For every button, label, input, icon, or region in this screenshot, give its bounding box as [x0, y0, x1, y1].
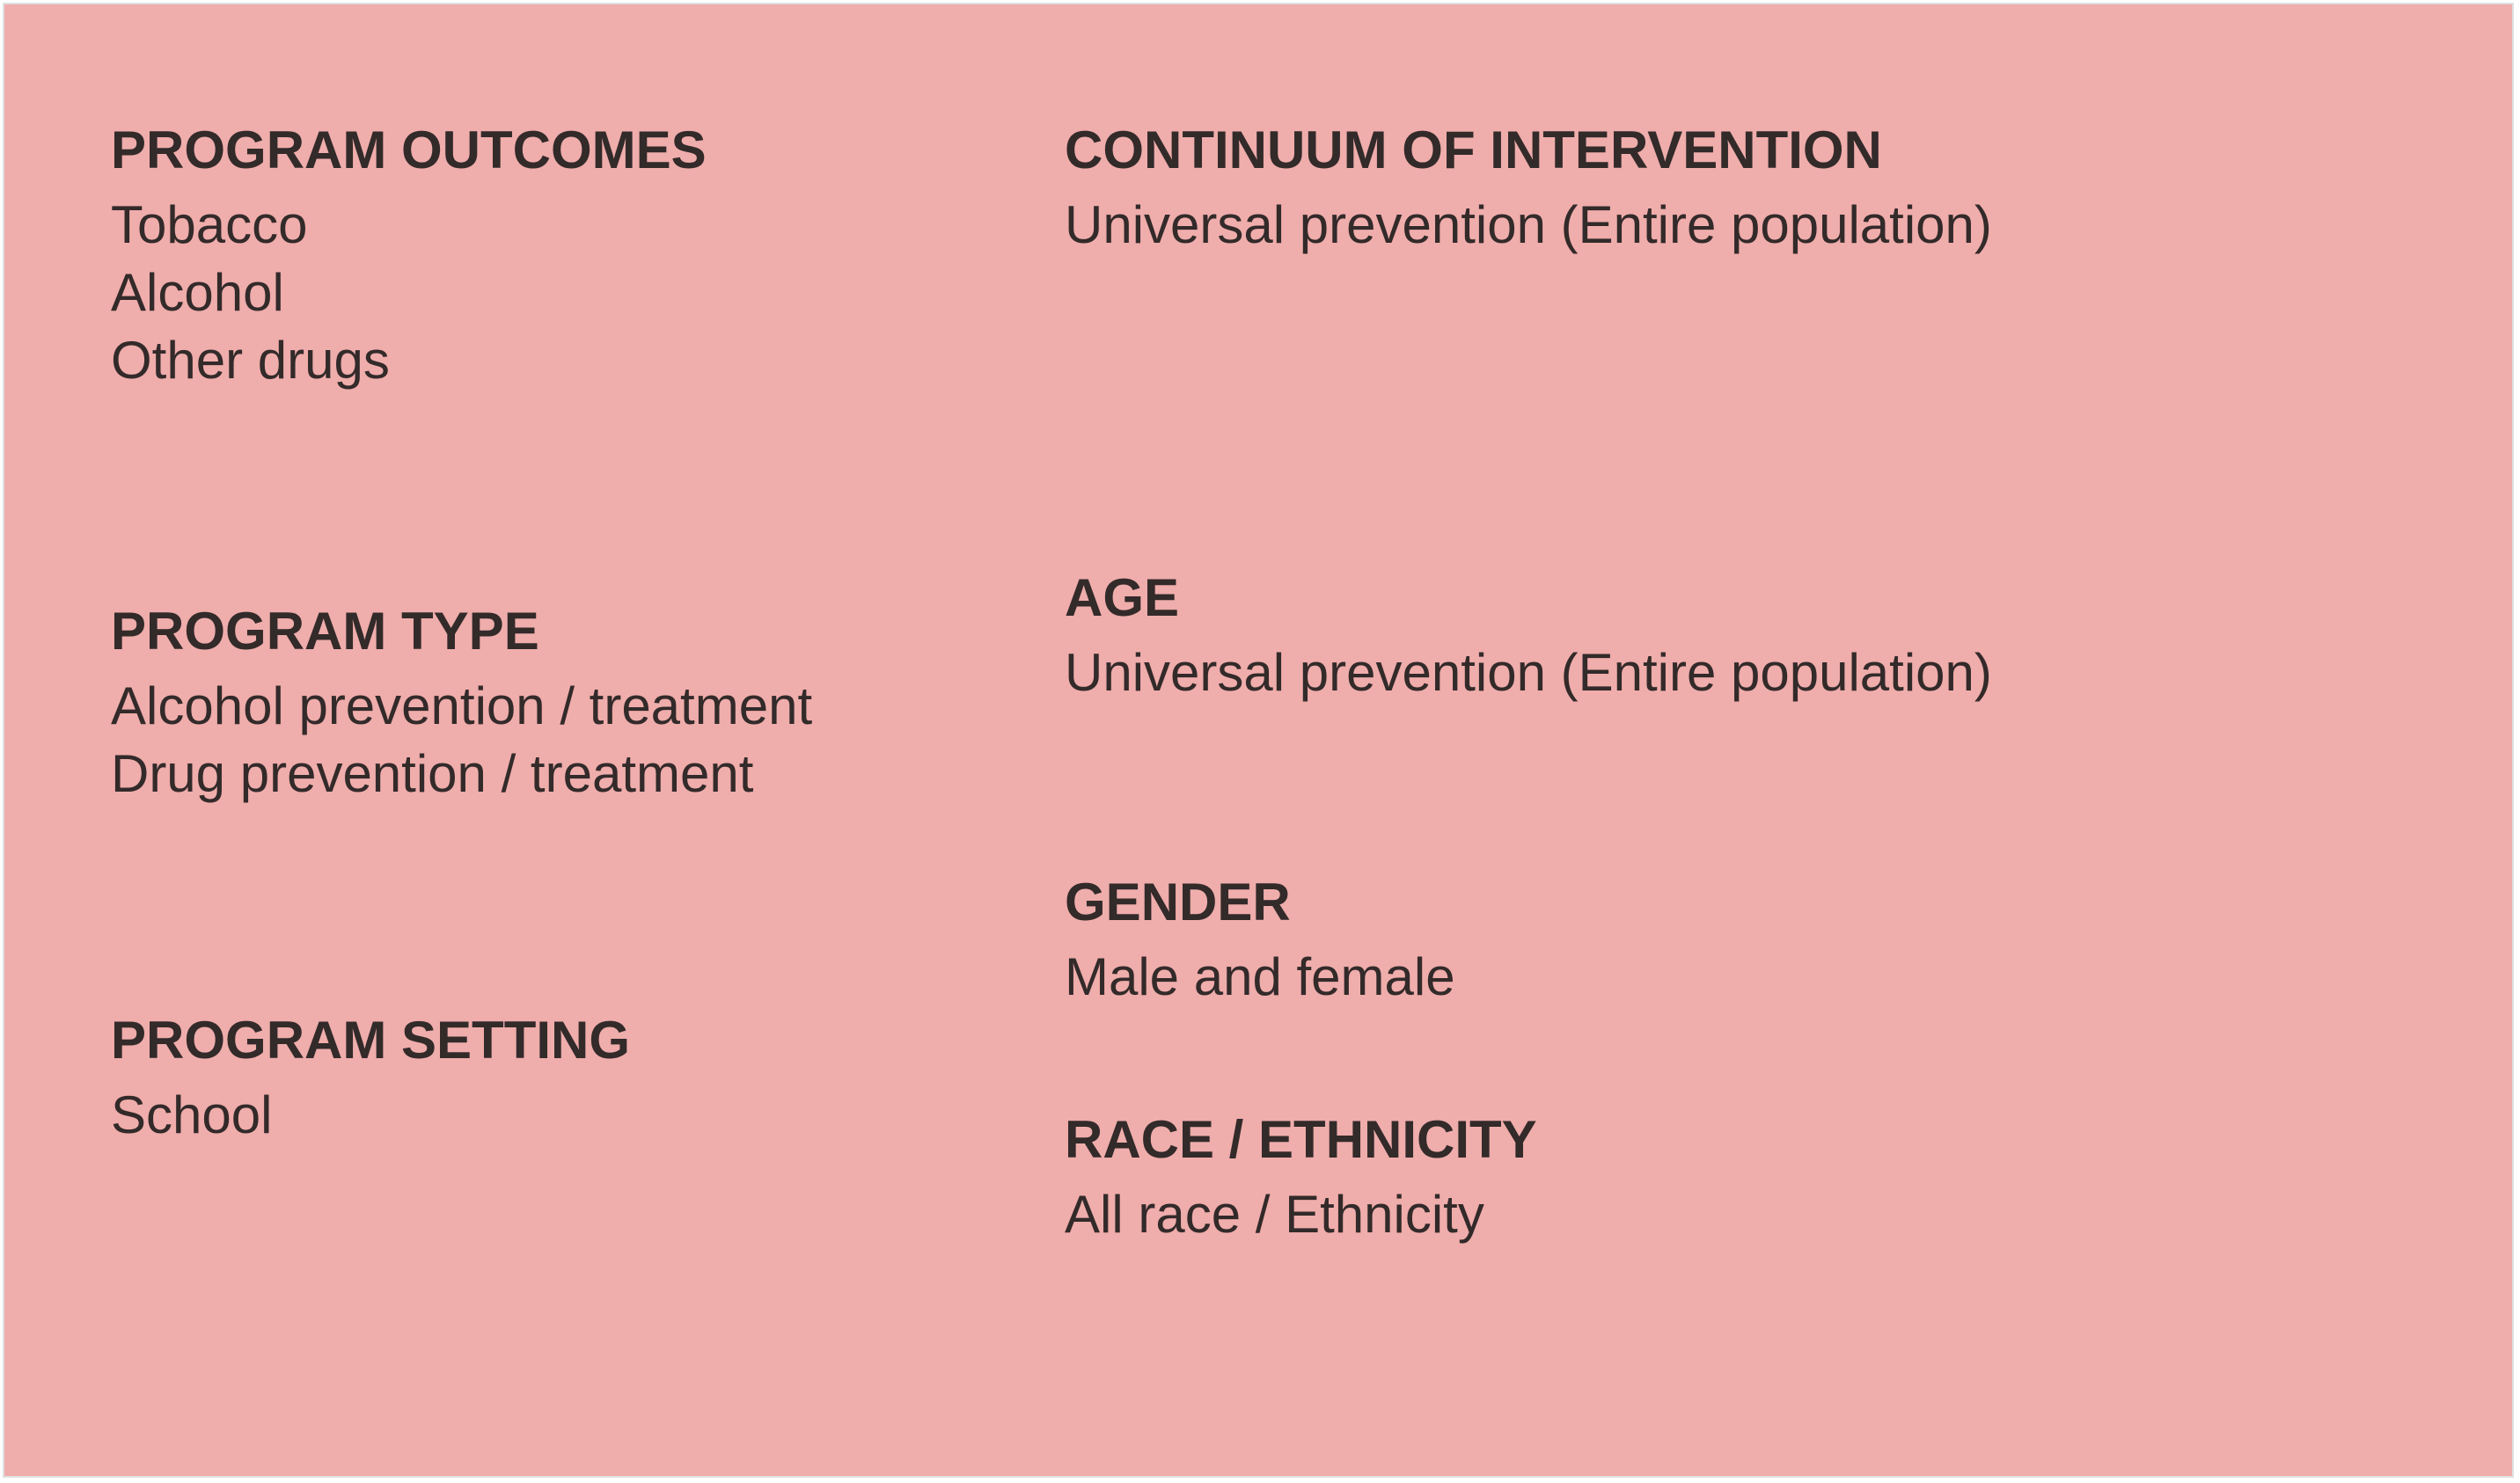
age-item: Universal prevention (Entire population) [1065, 643, 1992, 702]
program-type-list: Alcohol prevention / treatment Drug prev… [111, 672, 812, 807]
program-info-panel: PROGRAM OUTCOMES Tobacco Alcohol Other d… [3, 3, 2514, 1478]
gender-item: Male and female [1065, 947, 1455, 1006]
age-list: Universal prevention (Entire population) [1065, 639, 1992, 706]
gender-list: Male and female [1065, 943, 1455, 1011]
age-heading: AGE [1065, 568, 1180, 627]
program-setting-section: PROGRAM SETTING School [111, 1009, 630, 1149]
program-setting-heading: PROGRAM SETTING [111, 1011, 631, 1070]
program-outcomes-list: Tobacco Alcohol Other drugs [111, 191, 707, 394]
program-outcome-item: Tobacco [111, 195, 308, 254]
program-outcome-item: Other drugs [111, 331, 390, 390]
race-ethnicity-section: RACE / ETHNICITY All race / Ethnicity [1065, 1108, 1537, 1248]
gender-section: GENDER Male and female [1065, 871, 1455, 1011]
program-type-item: Alcohol prevention / treatment [111, 676, 813, 735]
program-type-item: Drug prevention / treatment [111, 744, 754, 803]
race-ethnicity-item: All race / Ethnicity [1065, 1185, 1484, 1244]
program-outcome-item: Alcohol [111, 263, 284, 322]
gender-heading: GENDER [1065, 873, 1291, 931]
program-type-section: PROGRAM TYPE Alcohol prevention / treatm… [111, 600, 812, 807]
program-setting-list: School [111, 1081, 630, 1149]
age-section: AGE Universal prevention (Entire populat… [1065, 566, 1992, 706]
program-setting-item: School [111, 1085, 273, 1144]
continuum-heading: CONTINUUM OF INTERVENTION [1065, 121, 1882, 179]
program-outcomes-heading: PROGRAM OUTCOMES [111, 121, 707, 179]
continuum-item: Universal prevention (Entire population) [1065, 195, 1992, 254]
continuum-list: Universal prevention (Entire population) [1065, 191, 1992, 259]
continuum-section: CONTINUUM OF INTERVENTION Universal prev… [1065, 119, 1992, 259]
race-ethnicity-heading: RACE / ETHNICITY [1065, 1110, 1537, 1169]
race-ethnicity-list: All race / Ethnicity [1065, 1180, 1537, 1248]
program-type-heading: PROGRAM TYPE [111, 602, 539, 661]
program-outcomes-section: PROGRAM OUTCOMES Tobacco Alcohol Other d… [111, 119, 707, 394]
